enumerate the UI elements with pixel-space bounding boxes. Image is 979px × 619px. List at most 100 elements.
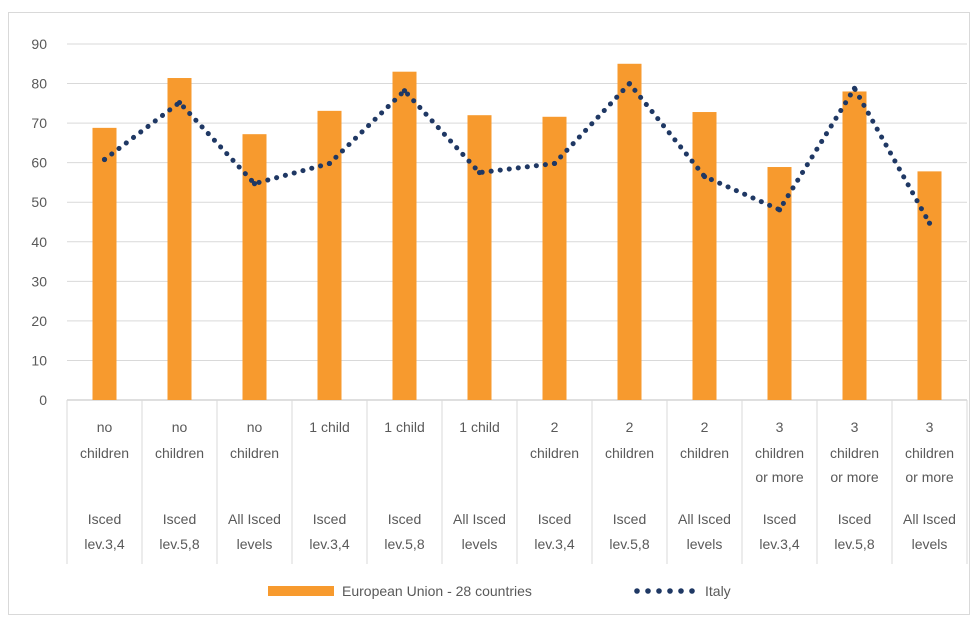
category-label: All Isced [453,511,506,527]
category-label: lev.3,4 [309,536,349,552]
line-series [101,79,933,226]
category-label: no [247,419,263,435]
legend-swatch-dot [667,588,673,594]
legend-swatch-dot [634,588,640,594]
category-label: 3 [926,419,934,435]
line-point [476,169,483,176]
chart-frame: 0 10 20 30 40 50 60 70 80 90 no children Isced lev.3… [8,12,970,615]
category-label: children [605,445,654,461]
legend-swatch-bar [268,586,334,596]
legend-swatch-dot [689,588,695,594]
line-point [251,181,258,187]
category-label: no [172,419,188,435]
category-label: children [80,445,129,461]
category-label: 2 [551,419,559,435]
line-point [926,220,933,226]
category-label: 2 [626,419,634,435]
legend: European Union - 28 countries Italy [268,583,731,599]
y-tick-label: 80 [31,76,47,92]
category-label: 2 [701,419,709,435]
y-tick-label: 20 [31,313,47,329]
category-label: All Isced [903,511,956,527]
y-tick-label: 30 [31,273,47,289]
category-label: children [755,445,804,461]
category-label: Isced [313,511,346,527]
y-axis-ticks: 0 10 20 30 40 50 60 70 80 90 [31,36,47,408]
line-point [401,88,408,94]
bar [842,91,867,400]
category-label: children [230,445,279,461]
category-label: no [97,419,113,435]
category-label: Isced [538,511,571,527]
line-point [551,160,558,167]
category-label: levels [912,536,948,552]
category-label: All Isced [678,511,731,527]
y-tick-label: 50 [31,194,47,210]
category-label: children [830,445,879,461]
line-point [776,207,783,213]
category-label: All Isced [228,511,281,527]
category-label: Isced [838,511,871,527]
bar [467,115,492,400]
category-label: lev.5,8 [159,536,199,552]
category-label: children [905,445,954,461]
category-table: no children Isced lev.3,4 no children Isced lev… [66,400,968,564]
bar [392,71,417,400]
category-label: lev.5,8 [609,536,649,552]
category-label: or more [755,469,803,485]
y-tick-label: 60 [31,155,47,171]
bar [167,78,192,401]
y-tick-label: 70 [31,115,47,131]
category-label: Isced [88,511,121,527]
category-label: or more [830,469,878,485]
category-label: lev.3,4 [759,536,799,552]
category-label: lev.5,8 [384,536,424,552]
category-label: 3 [776,419,784,435]
category-label: Isced [613,511,646,527]
category-label: Isced [163,511,196,527]
category-label: levels [462,536,498,552]
y-tick-label: 10 [31,352,47,368]
line-point [851,85,858,91]
category-label: Isced [763,511,796,527]
category-label: 3 [851,419,859,435]
bar [617,63,642,401]
category-label: levels [687,536,723,552]
y-tick-label: 90 [31,36,47,52]
line-point [326,160,333,167]
category-label: lev.3,4 [534,536,574,552]
category-label: lev.3,4 [84,536,124,552]
legend-label-italy: Italy [705,583,731,599]
bar [242,134,267,400]
bar [542,116,567,400]
bar-series [92,63,942,401]
gridlines [67,43,967,401]
legend-swatch-dot [656,588,662,594]
y-tick-label: 0 [39,392,47,408]
bar [767,167,792,400]
series-line-italy [102,79,932,226]
line-point [626,80,633,87]
category-label: 1 child [384,419,424,435]
category-label: lev.5,8 [834,536,874,552]
chart-svg: 0 10 20 30 40 50 60 70 80 90 no children Isced lev.3… [31,36,968,599]
bar [92,127,117,400]
line-point [176,99,183,106]
line-point [101,156,108,163]
y-tick-label: 40 [31,234,47,250]
bar [692,112,717,400]
category-label: Isced [388,511,421,527]
category-label: levels [237,536,273,552]
category-label: children [680,445,729,461]
line-point [701,173,708,180]
bar [317,110,342,401]
category-label: or more [905,469,953,485]
category-label: 1 child [459,419,499,435]
bar [917,171,942,400]
category-label: children [155,445,204,461]
category-label: children [530,445,579,461]
legend-label-european-union: European Union - 28 countries [342,583,532,599]
legend-swatch-dot [645,588,651,594]
category-label: 1 child [309,419,349,435]
legend-swatch-dot [678,588,684,594]
